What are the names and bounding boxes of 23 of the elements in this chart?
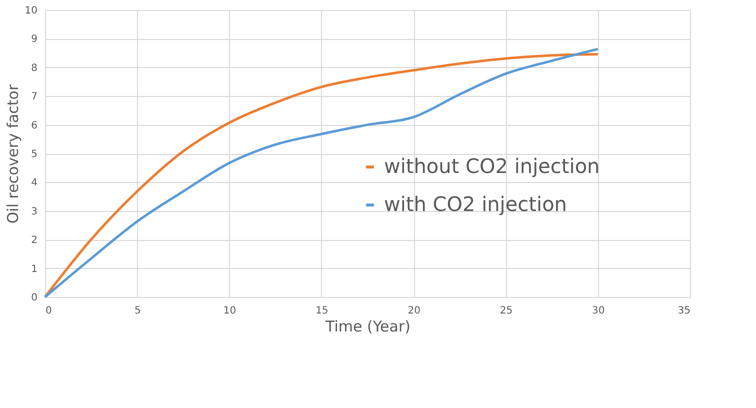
y-tick-label: 6	[31, 120, 38, 132]
y-tick-label: 5	[31, 149, 38, 160]
y-axis-title: Oil recovery factor	[4, 84, 22, 224]
x-tick-label: 15	[316, 306, 328, 316]
y-tick-label: 1	[31, 264, 38, 275]
y-tick-label: 4	[31, 178, 38, 189]
x-tick-label: 0	[46, 306, 52, 316]
y-tick-label: 9	[31, 34, 38, 46]
x-tick-label: 25	[500, 306, 513, 316]
x-tick-label: 30	[592, 306, 605, 316]
x-tick-label: 20	[408, 306, 420, 316]
y-tick-label: 3	[31, 206, 38, 218]
y-tick-label: 8	[31, 62, 38, 74]
x-axis-title: Time (Year)	[324, 318, 410, 336]
x-tick-label: 35	[678, 306, 690, 316]
y-tick-label: 0	[31, 292, 38, 304]
y-tick-label: 2	[31, 235, 38, 246]
y-tick-label: 10	[24, 6, 38, 16]
legend-label: with CO2 injection	[384, 192, 567, 216]
y-tick-label: 7	[31, 92, 38, 103]
legend-label: without CO2 injection	[384, 154, 600, 178]
x-tick-label: 10	[223, 306, 236, 316]
x-tick-label: 5	[134, 306, 141, 316]
